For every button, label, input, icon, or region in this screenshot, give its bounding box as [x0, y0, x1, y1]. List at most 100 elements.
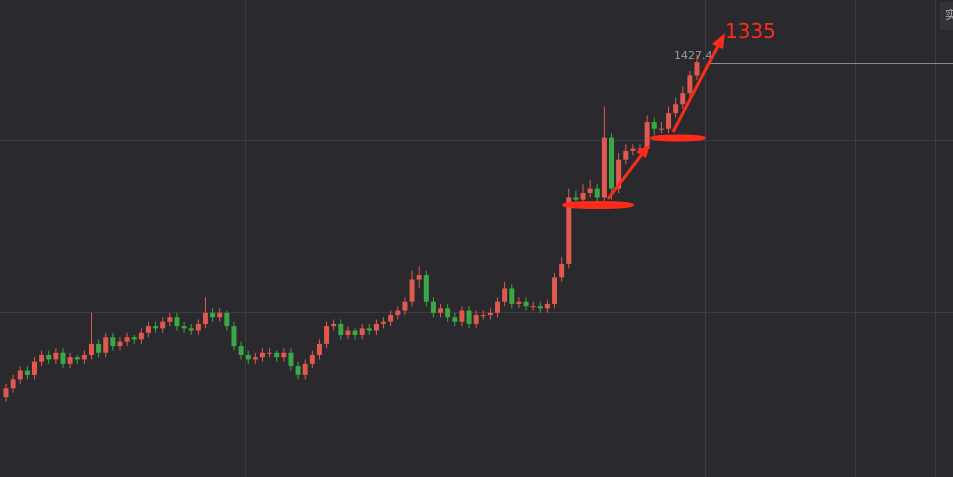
candle-body: [487, 312, 493, 316]
annotation-arrow: [606, 152, 645, 200]
candle-body: [24, 370, 30, 375]
candle-body: [167, 317, 173, 322]
candle-body: [402, 301, 408, 311]
candle-body: [110, 337, 116, 347]
candle-body: [587, 188, 593, 194]
candle-body: [295, 366, 301, 375]
candle-body: [537, 306, 543, 309]
candle-body: [523, 301, 529, 307]
candle-body: [687, 75, 693, 94]
candle-body: [388, 315, 394, 322]
candle-body: [153, 326, 159, 329]
candle-body: [359, 328, 365, 336]
candle-body: [267, 352, 273, 354]
corner-button-label[interactable]: 实: [945, 7, 953, 22]
candle-body: [644, 122, 650, 149]
candle-body: [124, 337, 130, 342]
candle-body: [438, 308, 444, 313]
annotations: [562, 33, 725, 209]
candle-body: [39, 354, 45, 362]
candle-body: [338, 323, 344, 336]
candle-body: [3, 388, 9, 398]
candle-body: [666, 113, 672, 129]
candle-body: [352, 330, 358, 336]
candle-body: [637, 148, 643, 150]
candle-body: [316, 343, 322, 355]
candle-body: [138, 332, 144, 340]
candle-body: [459, 310, 465, 322]
candle-body: [252, 357, 258, 360]
corner-button[interactable]: [940, 2, 953, 30]
candle-body: [345, 330, 351, 336]
candle-body: [331, 323, 337, 327]
candle-body: [145, 326, 151, 333]
candle-body: [302, 363, 308, 375]
candle-body: [46, 354, 52, 360]
candle-body: [210, 312, 216, 318]
candle-body: [160, 321, 166, 329]
candle-body: [466, 310, 472, 324]
candle-body: [288, 352, 294, 367]
candle-body: [473, 315, 479, 324]
candle-body: [281, 352, 287, 358]
candle-body: [96, 343, 102, 353]
candle-body: [131, 337, 137, 340]
candle-body: [566, 197, 572, 265]
candle-body: [74, 357, 80, 360]
candle-body: [238, 346, 244, 355]
candle-body: [195, 323, 201, 331]
candle-body: [573, 197, 579, 200]
candle-body: [231, 326, 237, 347]
candle-body: [309, 354, 315, 364]
candle-body: [224, 312, 230, 327]
candles: [3, 54, 700, 402]
candle-body: [117, 341, 123, 347]
candle-body: [409, 279, 415, 302]
candle-body: [530, 306, 536, 308]
candle-body: [217, 312, 223, 318]
candle-body: [366, 328, 372, 331]
candle-body: [580, 193, 586, 200]
candle-body: [181, 326, 187, 329]
candle-body: [373, 323, 379, 331]
high-label: 1427.4: [674, 49, 713, 62]
candle-body: [559, 264, 565, 278]
candle-body: [673, 104, 679, 114]
candle-body: [31, 361, 37, 375]
candle-body: [430, 301, 436, 313]
candle-body: [516, 301, 522, 304]
candle-body: [10, 379, 16, 389]
candle-body: [60, 352, 66, 364]
annotation-ellipse: [562, 201, 634, 209]
candle-body: [88, 343, 94, 355]
candle-body: [81, 354, 87, 360]
candle-body: [502, 288, 508, 302]
annotation-text: 1335: [725, 19, 776, 43]
candle-body: [680, 93, 686, 105]
candle-body: [53, 352, 59, 360]
candle-body: [17, 370, 23, 380]
candle-body: [416, 275, 422, 280]
annotation-arrowhead: [636, 144, 650, 158]
annotation-arrow: [671, 43, 721, 133]
candle-body: [609, 137, 615, 189]
candle-body: [274, 352, 280, 358]
candle-body: [259, 352, 265, 358]
candle-body: [694, 62, 700, 76]
candle-body: [651, 122, 657, 129]
candle-body: [601, 137, 607, 198]
candle-body: [103, 337, 109, 353]
candle-body: [245, 354, 251, 360]
candle-body: [623, 150, 629, 160]
candle-body: [202, 312, 208, 324]
candle-body: [658, 128, 664, 130]
candle-body: [395, 310, 401, 316]
candle-body: [594, 188, 600, 198]
candle-body: [452, 317, 458, 322]
candle-body: [381, 321, 387, 324]
candle-body: [630, 148, 636, 151]
candle-body: [324, 326, 330, 344]
candle-body: [509, 288, 515, 304]
